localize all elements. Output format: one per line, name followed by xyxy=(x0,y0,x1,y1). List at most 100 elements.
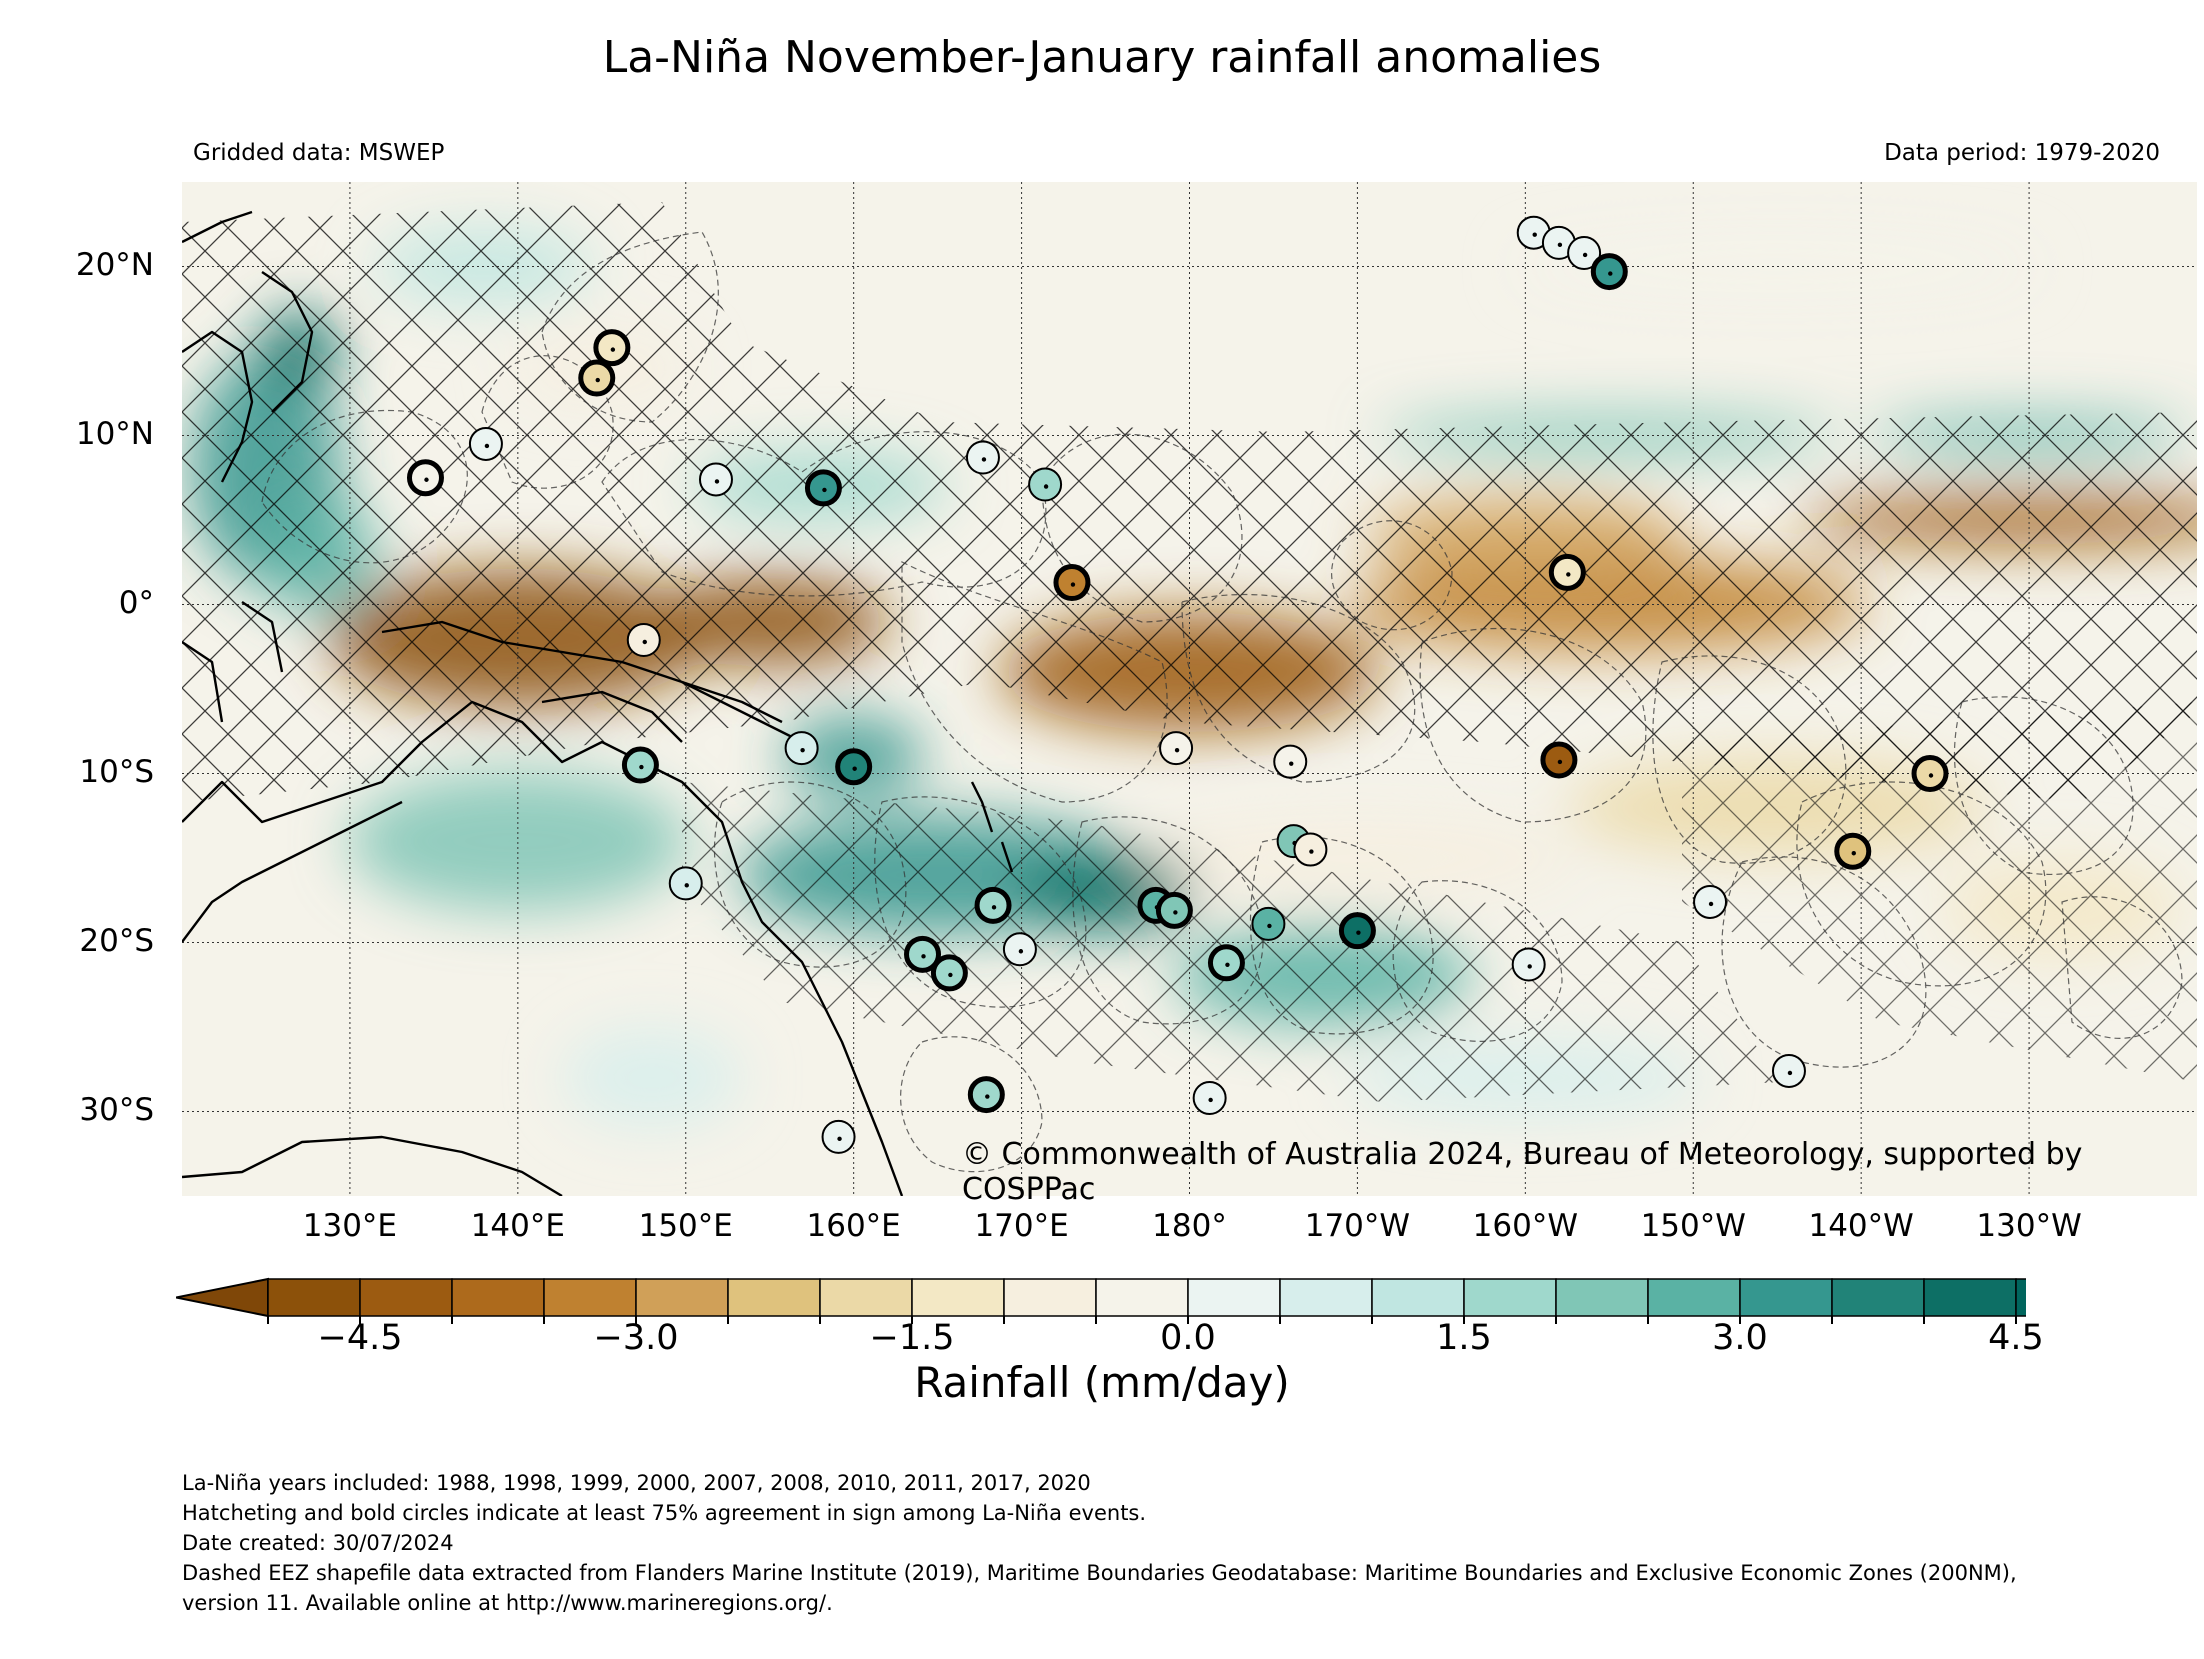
station-island-dot xyxy=(1309,849,1314,854)
colorbar-segment xyxy=(1831,1278,1925,1317)
station-circle xyxy=(1693,884,1728,919)
colorbar-segment xyxy=(2015,1278,2026,1317)
station-circle xyxy=(1251,906,1286,941)
station-island-dot xyxy=(837,1136,842,1142)
station-island-dot xyxy=(1043,484,1049,489)
station-island-dot xyxy=(852,766,857,771)
latitude-tick-label: 30°S xyxy=(79,1091,154,1128)
station-island-dot xyxy=(484,443,490,449)
colorbar-segment xyxy=(1371,1278,1465,1317)
station-island-dot xyxy=(714,479,720,484)
station-circle xyxy=(1771,1053,1806,1088)
station-circle xyxy=(821,1119,856,1154)
colorbar-segment xyxy=(635,1278,729,1317)
colorbar-segment xyxy=(1095,1278,1189,1317)
colorbar xyxy=(176,1277,2026,1324)
station-island-dot xyxy=(1356,930,1361,935)
station-circles xyxy=(406,215,1949,1154)
station-circle xyxy=(1002,932,1037,967)
colorbar-segment xyxy=(1463,1278,1557,1317)
station-island-dot xyxy=(642,639,647,645)
colorbar-tick-label: −4.5 xyxy=(317,1318,403,1358)
colorbar-segment xyxy=(1555,1278,1649,1317)
station-circle xyxy=(784,731,819,766)
colorbar-title: Rainfall (mm/day) xyxy=(914,1358,1290,1407)
station-island-dot xyxy=(1608,271,1613,276)
colorbar-segment xyxy=(1923,1278,2017,1317)
colorbar-tick-label: −1.5 xyxy=(869,1318,955,1358)
colorbar-tick-label: −3.0 xyxy=(593,1318,679,1358)
station-island-dot xyxy=(1527,964,1532,969)
colorbar-tick-label: 3.0 xyxy=(1712,1318,1768,1358)
longitude-tick-label: 150°W xyxy=(1640,1208,1746,1244)
station-island-dot xyxy=(921,954,926,959)
station-circle xyxy=(1590,253,1628,291)
station-island-dot xyxy=(1557,759,1563,765)
longitude-tick-label: 140°W xyxy=(1808,1208,1914,1244)
station-circle xyxy=(1511,947,1546,982)
station-island-dot xyxy=(1708,901,1714,907)
footnote-line: La-Niña years included: 1988, 1998, 1999… xyxy=(182,1471,1091,1495)
colorbar-segment xyxy=(267,1278,361,1317)
station-circle xyxy=(578,359,616,397)
station-island-dot xyxy=(822,487,827,493)
station-circle xyxy=(1159,731,1194,766)
station-circle xyxy=(406,459,444,497)
colorbar-segment xyxy=(359,1278,453,1317)
station-island-dot xyxy=(595,377,600,383)
data-source-label: Gridded data: MSWEP xyxy=(193,140,445,166)
station-island-dot xyxy=(1174,747,1180,753)
station-island-dot xyxy=(1225,962,1230,967)
station-island-dot xyxy=(1928,773,1934,778)
station-circle xyxy=(1548,553,1586,591)
station-circle xyxy=(1293,832,1328,867)
station-circle xyxy=(626,622,661,657)
colorbar-segment xyxy=(819,1278,913,1317)
colorbar-segment xyxy=(543,1278,637,1317)
station-circle xyxy=(593,329,631,367)
station-island-dot xyxy=(1267,923,1272,929)
station-island-dot xyxy=(424,477,429,482)
station-circle xyxy=(930,954,968,992)
longitude-tick-label: 160°W xyxy=(1472,1208,1578,1244)
station-circle xyxy=(974,886,1012,924)
colorbar-extend-low xyxy=(176,1277,269,1318)
station-island-dot xyxy=(1787,1070,1793,1076)
station-circle xyxy=(1540,741,1578,779)
station-island-dot xyxy=(981,457,987,462)
station-circle xyxy=(468,426,503,461)
colorbar-segment xyxy=(911,1278,1005,1317)
colorbar-tick-label: 1.5 xyxy=(1436,1318,1492,1358)
station-island-dot xyxy=(1070,582,1076,587)
footnote-line: Date created: 30/07/2024 xyxy=(182,1531,454,1555)
station-island-dot xyxy=(639,764,644,770)
colorbar-segment xyxy=(1187,1278,1281,1317)
station-circle xyxy=(967,1076,1005,1114)
copyright-notice: © Commonwealth of Australia 2024, Bureau… xyxy=(962,1137,2083,1207)
longitude-tick-label: 170°E xyxy=(974,1208,1069,1244)
station-circle xyxy=(804,469,842,507)
station-island-dot xyxy=(800,747,805,753)
longitude-tick-label: 180° xyxy=(1152,1208,1227,1244)
station-island-dot xyxy=(1582,252,1588,258)
station-circle xyxy=(698,462,733,497)
colorbar-tick-label: 4.5 xyxy=(1988,1318,2044,1358)
station-island-dot xyxy=(1532,232,1537,237)
station-island-dot xyxy=(1289,761,1294,766)
station-island-dot xyxy=(948,972,953,978)
longitude-tick-label: 140°E xyxy=(470,1208,565,1244)
station-circle xyxy=(1155,891,1193,929)
colorbar-segment xyxy=(1647,1278,1741,1317)
station-island-dot xyxy=(991,905,997,910)
latitude-tick-label: 20°N xyxy=(75,246,154,283)
longitude-tick-label: 130°E xyxy=(302,1208,398,1244)
colorbar-segment xyxy=(1003,1278,1097,1317)
latitude-tick-label: 10°S xyxy=(79,753,154,790)
station-circle xyxy=(1911,755,1949,792)
colorbar-segment xyxy=(1279,1278,1373,1317)
colorbar-segment xyxy=(451,1278,545,1317)
station-island-dot xyxy=(684,883,689,888)
station-circle xyxy=(904,935,942,973)
station-island-dot xyxy=(1208,1097,1213,1103)
station-circle xyxy=(965,440,1000,475)
